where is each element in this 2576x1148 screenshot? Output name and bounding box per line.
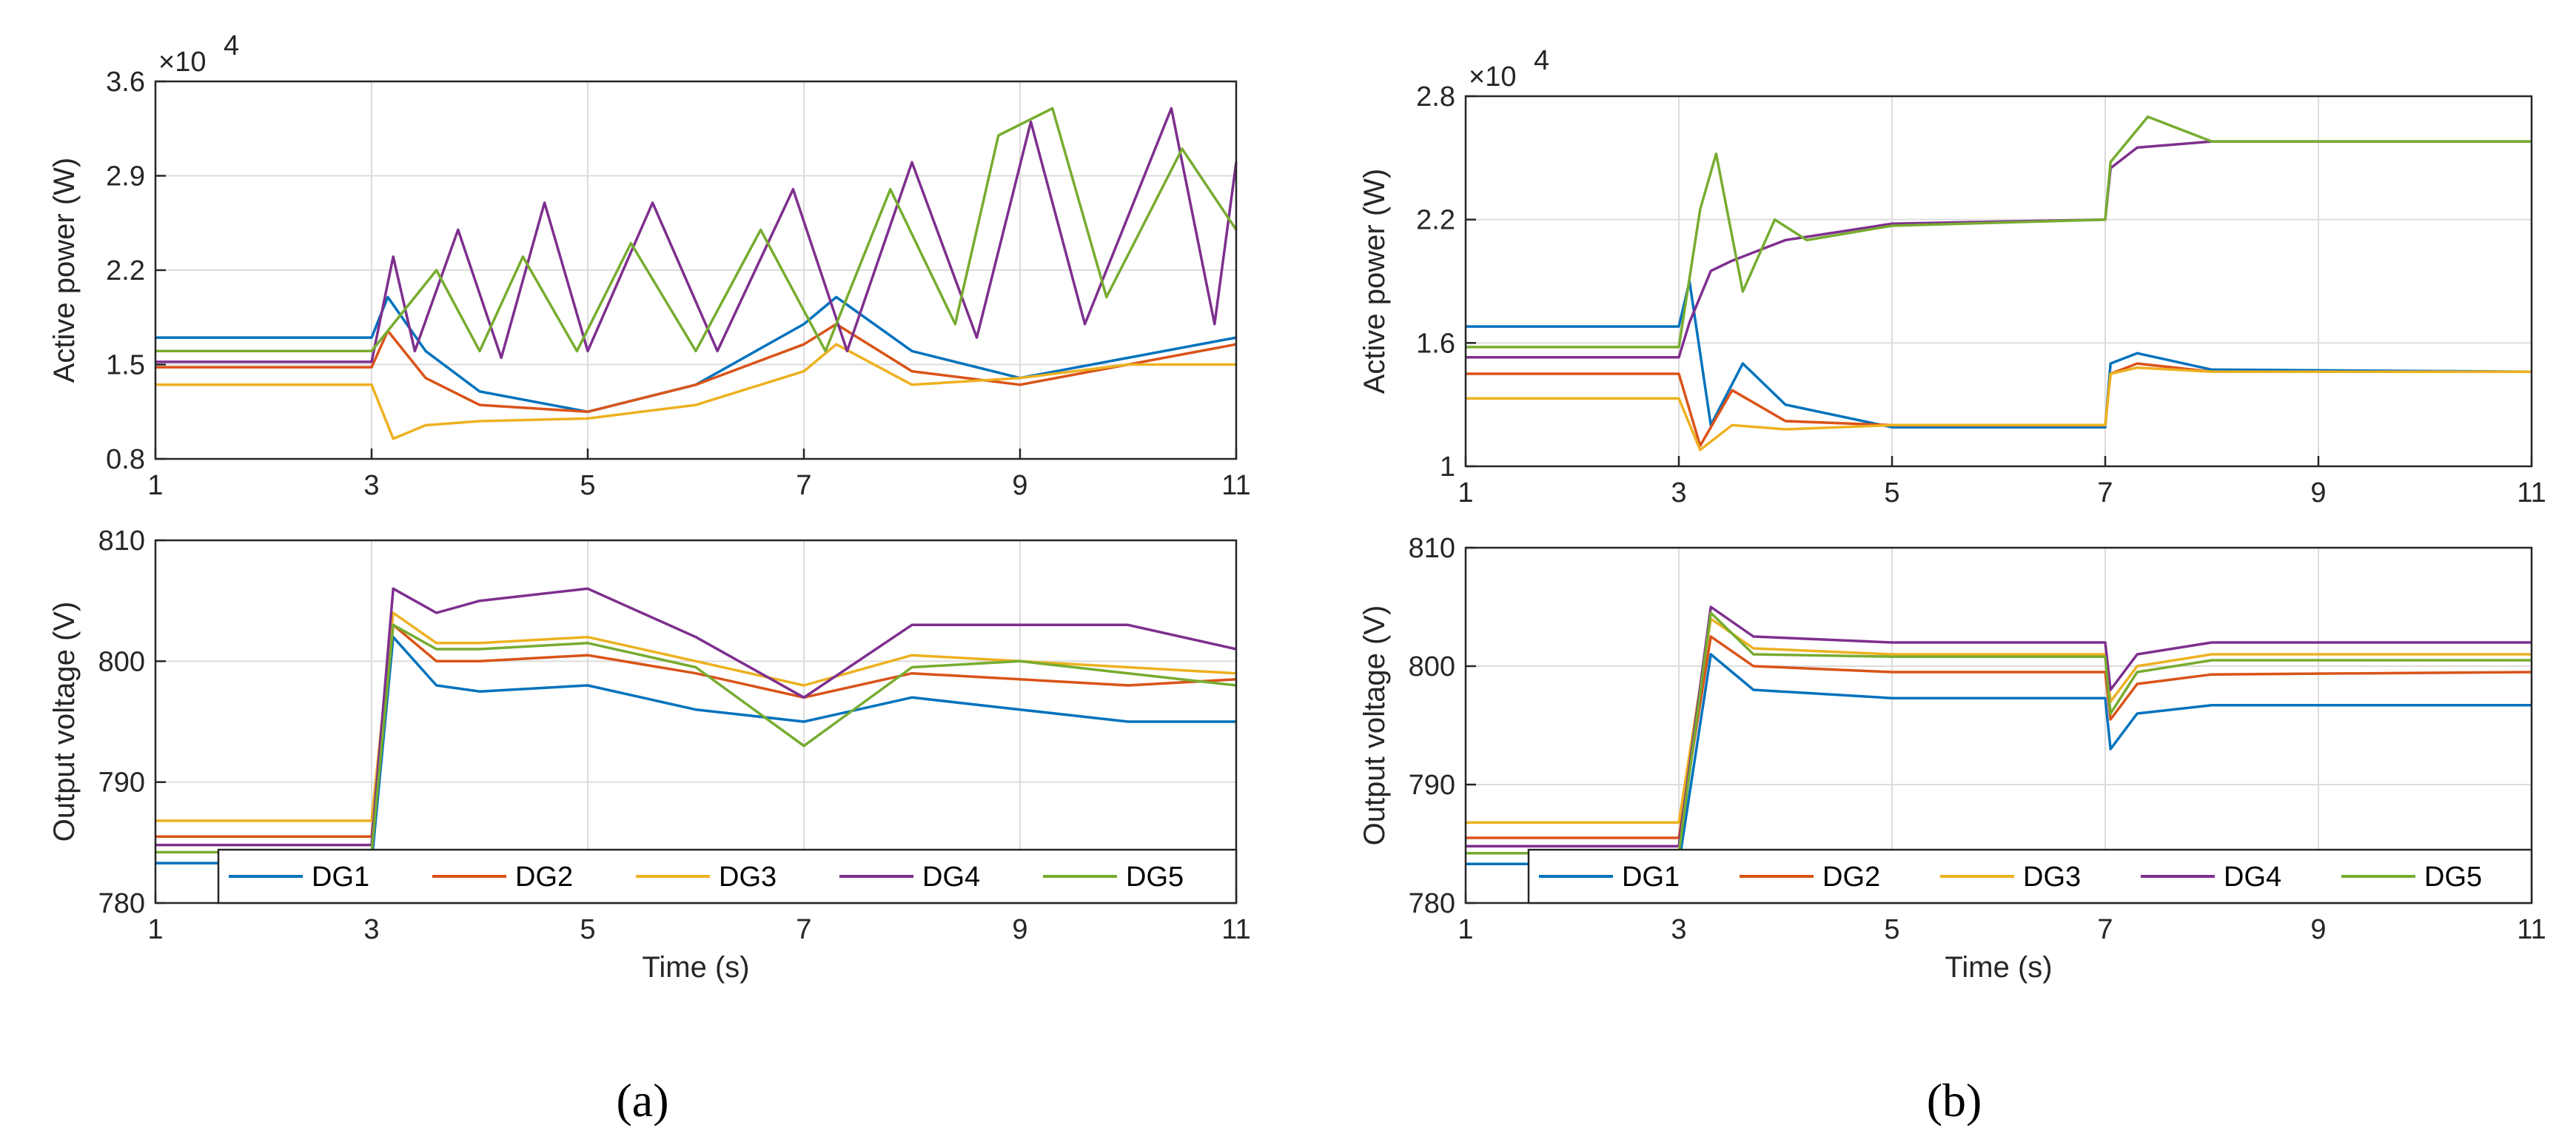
x-tick-label: 7	[2097, 477, 2113, 508]
series-line-dg3	[155, 343, 1236, 440]
legend-label-dg4: DG4	[2224, 862, 2281, 893]
y-axis-label: Active power (W)	[48, 158, 81, 383]
y-tick-label: 2.2	[1416, 205, 1455, 236]
x-tick-label: 1	[147, 914, 163, 945]
x-tick-label: 3	[1671, 477, 1686, 508]
x-tick-label: 1	[1458, 477, 1473, 508]
axis-multiplier-exponent: 4	[224, 30, 239, 61]
y-tick-label: 2.2	[106, 255, 145, 286]
x-tick-label: 5	[1884, 477, 1899, 508]
legend-label-dg1: DG1	[1622, 862, 1680, 893]
y-tick-label: 780	[1409, 888, 1455, 919]
y-axis-label: Output voltage (V)	[1358, 605, 1391, 846]
x-tick-label: 9	[2310, 477, 2326, 508]
y-axis-label: Output voltage (V)	[48, 602, 81, 842]
series-line-dg5	[155, 107, 1238, 353]
chart-b-voltage: 1 3 5 7 9 11 780 790 800 810 Output voltage (V) Tim…	[1358, 533, 2546, 984]
x-tick-label: 11	[1221, 470, 1250, 501]
legend: DG1 DG2 DG3 DG4 DG5	[217, 848, 1238, 904]
legend-label-dg1: DG1	[312, 862, 369, 893]
y-tick-label: 780	[98, 888, 145, 919]
series-line-dg5	[1466, 611, 2532, 855]
x-tick-label: 9	[2310, 914, 2326, 945]
legend-label-dg5: DG5	[1126, 862, 1184, 893]
series-line-dg1	[1466, 653, 2532, 865]
y-tick-label: 800	[1409, 651, 1455, 682]
panel-label-a: (a)	[616, 1074, 668, 1127]
x-axis-label: Time (s)	[1945, 951, 2052, 984]
y-tick-label: 810	[1409, 533, 1455, 564]
x-tick-label: 7	[796, 914, 811, 945]
series-line-dg5	[155, 623, 1237, 854]
x-tick-label: 7	[2097, 914, 2113, 945]
y-tick-label: 1.6	[1416, 328, 1455, 359]
series-line-dg3	[1466, 366, 2532, 452]
x-tick-label: 11	[1221, 914, 1250, 945]
legend-label-dg4: DG4	[922, 862, 980, 893]
x-tick-label: 9	[1012, 914, 1027, 945]
y-tick-label: 810	[98, 526, 145, 557]
y-tick-label: 0.8	[106, 444, 145, 475]
x-tick-label: 7	[796, 470, 811, 501]
x-tick-label: 3	[363, 914, 379, 945]
x-tick-label: 5	[580, 470, 595, 501]
legend: DG1 DG2 DG3 DG4 DG5	[1527, 848, 2533, 904]
y-axis-label: Active power (W)	[1358, 169, 1391, 395]
series-line-dg4	[155, 587, 1237, 847]
series-line-dg4	[1466, 140, 2532, 359]
legend-label-dg3: DG3	[2023, 862, 2081, 893]
x-tick-label: 9	[1012, 470, 1027, 501]
x-tick-label: 5	[580, 914, 595, 945]
y-tick-label: 1.5	[106, 350, 145, 381]
y-tick-label: 1	[1440, 452, 1455, 483]
legend-label-dg5: DG5	[2424, 862, 2482, 893]
x-axis-label: Time (s)	[642, 951, 749, 984]
chart-a-power: 1 3 5 7 9 11 0.8 1.5 2.2 2.9 3.6 Active power (W) ×1…	[48, 30, 1251, 501]
legend-label-dg2: DG2	[1822, 862, 1880, 893]
legend-label-dg2: DG2	[515, 862, 573, 893]
chart-a-voltage: 1 3 5 7 9 11 780 790 800 810 Output voltage (V) Tim…	[48, 526, 1251, 984]
axis-multiplier: ×10	[1469, 61, 1516, 93]
y-tick-label: 2.9	[106, 161, 145, 192]
legend-label-dg3: DG3	[719, 862, 777, 893]
panel-label-b: (b)	[1927, 1074, 1982, 1127]
x-tick-label: 11	[2517, 477, 2546, 508]
y-tick-label: 3.6	[106, 67, 145, 98]
axis-multiplier-exponent: 4	[1534, 45, 1549, 76]
y-tick-label: 790	[1409, 770, 1455, 801]
y-tick-label: 790	[98, 768, 145, 799]
y-tick-label: 800	[98, 646, 145, 677]
axis-multiplier: ×10	[158, 47, 206, 78]
x-tick-label: 3	[1671, 914, 1686, 945]
x-tick-label: 1	[1458, 914, 1473, 945]
series-line-dg4	[155, 107, 1238, 363]
x-tick-label: 1	[147, 470, 163, 501]
x-tick-label: 11	[2517, 914, 2546, 945]
series-line-dg5	[1466, 115, 2532, 349]
axes-box	[1464, 95, 2533, 468]
x-tick-label: 5	[1884, 914, 1899, 945]
y-tick-label: 2.8	[1416, 81, 1455, 113]
x-tick-label: 3	[363, 470, 379, 501]
